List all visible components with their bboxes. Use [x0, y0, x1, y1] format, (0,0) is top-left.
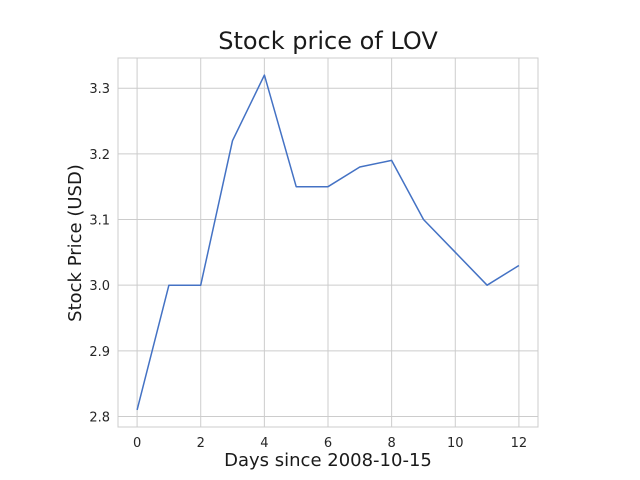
y-tick-label: 3.2 — [89, 148, 110, 163]
y-tick-label: 2.8 — [89, 410, 110, 425]
y-tick-label: 3.0 — [89, 279, 110, 294]
x-tick-label: 2 — [197, 436, 205, 451]
y-axis-label: Stock Price (USD) — [65, 164, 86, 322]
grid — [118, 58, 538, 427]
y-tick-label: 3.1 — [89, 214, 110, 229]
y-tick-label: 2.9 — [89, 345, 110, 360]
x-axis-label: Days since 2008-10-15 — [224, 450, 432, 471]
x-tick-label: 6 — [324, 436, 332, 451]
price-series-line — [136, 74, 520, 411]
plot-area-frame — [117, 57, 539, 428]
x-tick-label: 10 — [447, 436, 464, 451]
x-tick-label: 12 — [511, 436, 528, 451]
chart-title: Stock price of LOV — [218, 27, 438, 55]
series-layer — [136, 74, 520, 411]
x-axis-ticks: 0 2 4 6 8 10 12 — [133, 436, 527, 451]
y-tick-label: 3.3 — [89, 82, 110, 97]
y-axis-ticks: 2.8 2.9 3.0 3.1 3.2 3.3 — [89, 82, 110, 425]
x-tick-label: 4 — [260, 436, 268, 451]
x-tick-label: 0 — [133, 436, 141, 451]
x-tick-label: 8 — [387, 436, 395, 451]
